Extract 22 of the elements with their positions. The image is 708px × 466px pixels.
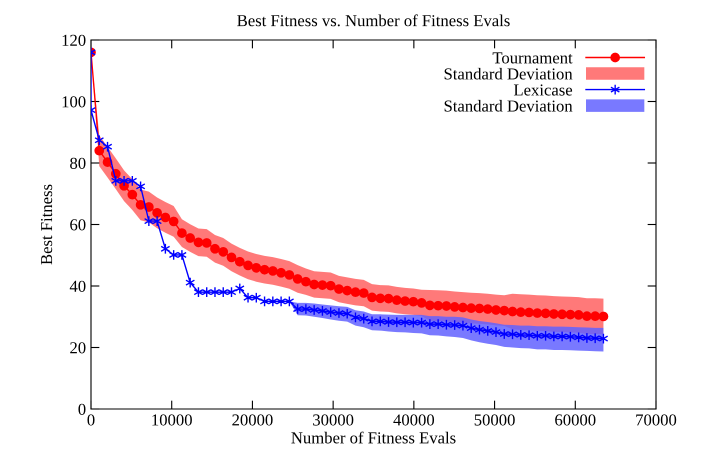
y-axis-title: Best Fitness	[40, 184, 52, 265]
y-tick-label: 0	[78, 404, 86, 415]
y-tick-label: 40	[70, 280, 86, 292]
x-tick-label: 40000	[393, 414, 434, 426]
x-tick-label: 30000	[313, 414, 354, 426]
legend-label: Tournament	[492, 52, 573, 64]
annotation: Standard Deviation	[444, 100, 572, 112]
y-tick-label: 80	[70, 158, 86, 169]
x-tick-label: 50000	[474, 414, 515, 426]
x-tick-label: 20000	[232, 414, 273, 426]
x-tick-label: 10000	[152, 414, 192, 426]
y-tick-label: 100	[62, 96, 86, 108]
x-axis-title: Number of Fitness Evals	[291, 432, 456, 444]
legend-label: Lexicase	[514, 84, 572, 96]
annotation: Standard Deviation	[444, 68, 572, 80]
x-tick-label: 0	[87, 414, 95, 426]
x-tick-label: 60000	[555, 414, 596, 426]
y-tick-label: 120	[62, 34, 86, 46]
chart-title: Best Fitness vs. Number of Fitness Evals	[237, 14, 510, 26]
y-tick-label: 60	[70, 219, 86, 230]
y-tick-label: 20	[70, 342, 86, 354]
x-tick-label: 70000	[636, 414, 676, 426]
